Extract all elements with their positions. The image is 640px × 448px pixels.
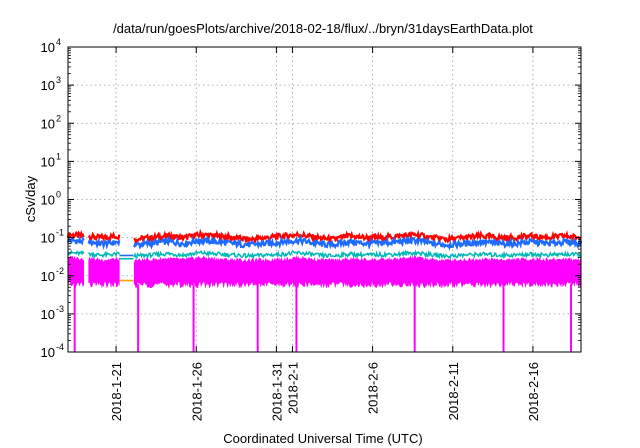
series-line	[66, 235, 85, 246]
plot-frame	[67, 46, 582, 353]
series-line	[133, 249, 582, 260]
series-band	[133, 254, 582, 290]
x-tick-label: 2018-2-11	[446, 362, 461, 420]
x-tick-label: 2018-2-16	[526, 362, 541, 421]
y-tick-exponent: 2	[56, 113, 61, 123]
series-band	[67, 255, 84, 289]
y-tick-exponent: -2	[56, 266, 64, 276]
y-tick-label: 10	[41, 78, 55, 93]
y-tick-label: 10	[41, 345, 55, 360]
y-tick-exponent: 0	[56, 190, 61, 200]
series-line	[133, 234, 583, 251]
y-tick-exponent: -1	[56, 228, 64, 238]
x-tick-label: 2018-1-31	[269, 362, 284, 421]
y-axis-label: cSv/day	[23, 175, 38, 222]
y-tick-label: 10	[41, 154, 55, 169]
series-band	[88, 256, 120, 289]
series-line	[87, 230, 121, 243]
y-tick-exponent: 3	[56, 75, 61, 85]
y-tick-label: 10	[41, 307, 55, 322]
y-tick-exponent: -4	[56, 342, 64, 352]
series-line	[88, 250, 120, 260]
series-line	[67, 249, 85, 257]
series-line	[87, 237, 121, 251]
chart-title: /data/run/goesPlots/archive/2018-02-18/f…	[113, 21, 533, 36]
x-tick-label: 2018-2-1	[285, 362, 300, 414]
x-tick-label: 2018-1-21	[109, 362, 124, 421]
x-tick-label: 2018-2-6	[366, 362, 381, 414]
x-tick-label: 2018-1-26	[189, 362, 204, 421]
y-tick-label: 10	[41, 231, 55, 246]
y-tick-exponent: -3	[56, 304, 64, 314]
y-tick-label: 10	[41, 193, 55, 208]
y-tick-exponent: 1	[56, 151, 61, 161]
y-tick-label: 10	[41, 40, 55, 55]
y-tick-label: 10	[41, 269, 55, 284]
data-layer	[66, 228, 583, 352]
series-line	[66, 229, 85, 240]
y-tick-exponent: 4	[56, 37, 61, 47]
x-axis-label: Coordinated Universal Time (UTC)	[223, 431, 422, 446]
y-tick-label: 10	[41, 116, 55, 131]
